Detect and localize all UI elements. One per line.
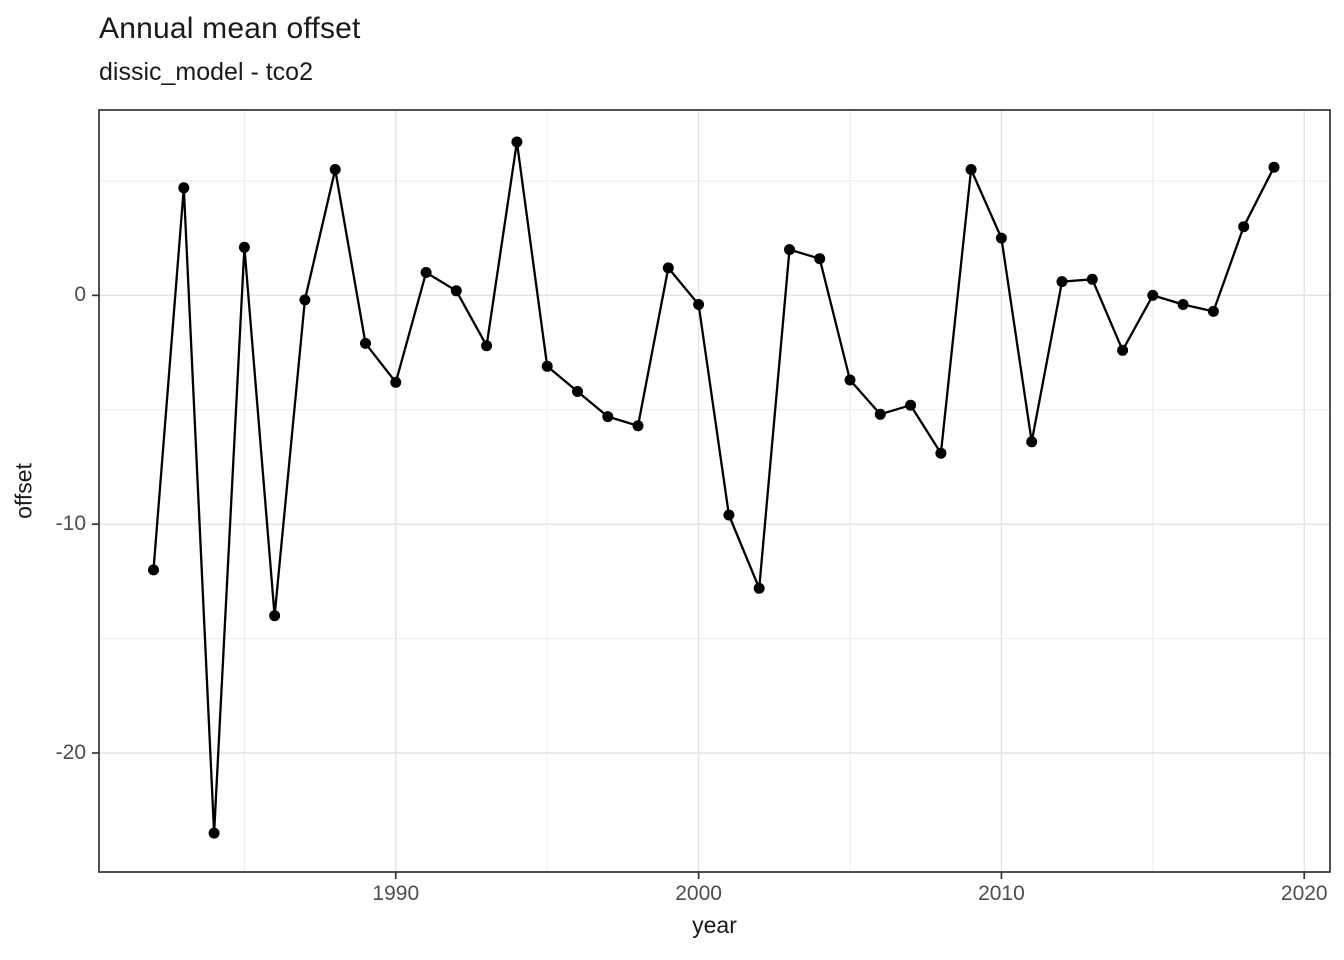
chart-title: Annual mean offset — [99, 12, 361, 45]
data-point — [693, 299, 705, 310]
data-point — [844, 374, 856, 386]
data-point — [572, 386, 583, 397]
data-point — [148, 564, 159, 576]
data-point — [965, 164, 977, 175]
x-tick-label: 2010 — [978, 882, 1025, 905]
data-point — [602, 411, 614, 423]
chart-subtitle: dissic_model - tco2 — [99, 58, 313, 86]
data-point — [269, 610, 281, 622]
data-point — [784, 244, 795, 256]
data-point — [723, 509, 735, 521]
data-point — [995, 232, 1007, 244]
data-point — [481, 340, 493, 352]
data-point — [450, 285, 462, 297]
data-point — [753, 582, 765, 594]
data-point — [874, 408, 886, 420]
x-tick-label: 1990 — [372, 882, 420, 905]
data-point — [238, 241, 250, 253]
x-tick-label: 2000 — [675, 882, 722, 905]
data-point — [814, 253, 826, 265]
y-axis-title: offset — [10, 463, 37, 519]
data-point — [1117, 344, 1129, 356]
x-tick-label: 2020 — [1280, 882, 1328, 905]
data-point — [1147, 289, 1159, 301]
data-point — [178, 182, 190, 194]
data-point — [1177, 299, 1189, 310]
data-point — [1026, 436, 1038, 448]
y-tick-label: -20 — [55, 741, 86, 764]
data-point — [1086, 273, 1098, 285]
data-point — [1268, 161, 1280, 173]
data-point — [935, 447, 947, 459]
panel-border — [98, 109, 1331, 873]
y-tick-label: -10 — [55, 512, 86, 536]
data-point — [511, 136, 523, 148]
data-point — [208, 827, 220, 839]
data-point — [299, 294, 311, 306]
data-point — [390, 376, 402, 388]
data-point — [329, 164, 341, 175]
data-point — [420, 267, 432, 278]
data-point — [905, 399, 917, 411]
y-tick-label: 0 — [74, 283, 86, 307]
data-point — [541, 360, 553, 372]
x-axis-title: year — [692, 912, 737, 938]
data-point — [1207, 305, 1219, 317]
data-point — [662, 262, 674, 274]
panel-background — [99, 110, 1330, 872]
data-point — [1238, 221, 1250, 233]
data-point — [1056, 276, 1068, 288]
data-point — [360, 337, 371, 349]
data-point — [632, 420, 644, 432]
